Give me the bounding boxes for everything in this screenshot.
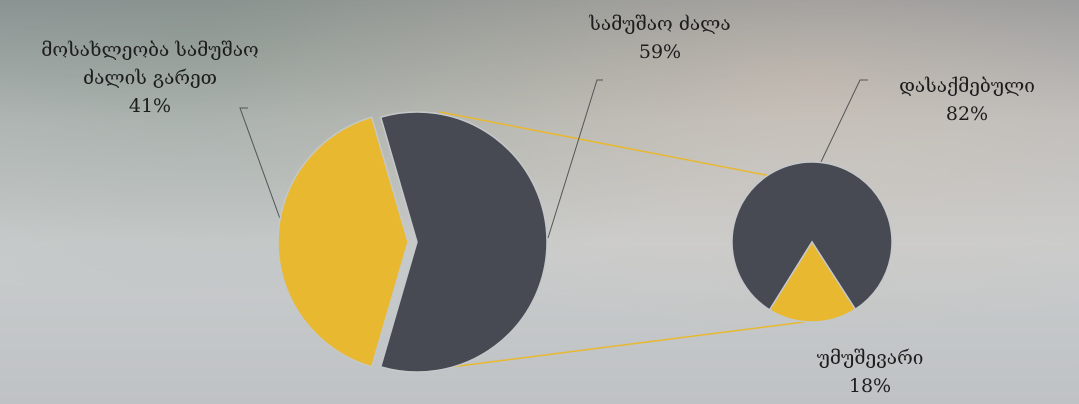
leader-line [239, 107, 288, 239]
pie-slice [731, 161, 893, 311]
category-label: მოსახლეობა სამუშაო ძალის გარეთ [41, 39, 259, 89]
value-label: 59% [638, 41, 682, 63]
connector-line [439, 111, 813, 185]
category-label: უმუშევარი [816, 347, 924, 369]
data-label: დასაქმებული 82% [855, 72, 1079, 128]
value-label: 18% [848, 375, 892, 397]
value-label: 41% [128, 95, 172, 117]
pie-slice [768, 240, 857, 323]
pie-slice [379, 111, 548, 373]
data-label: უმუშევარი 18% [770, 344, 970, 400]
leader-line [809, 79, 868, 186]
connector-line [434, 320, 813, 370]
data-label: მოსახლეობა სამუშაო ძალის გარეთ 41% [0, 36, 300, 120]
category-label: სამუშაო ძალა [589, 13, 731, 35]
value-label: 82% [945, 103, 989, 125]
category-label: დასაქმებული [899, 75, 1035, 97]
data-label: სამუშაო ძალა 59% [540, 10, 780, 66]
pie-slice [277, 116, 409, 368]
leader-line [547, 79, 603, 239]
